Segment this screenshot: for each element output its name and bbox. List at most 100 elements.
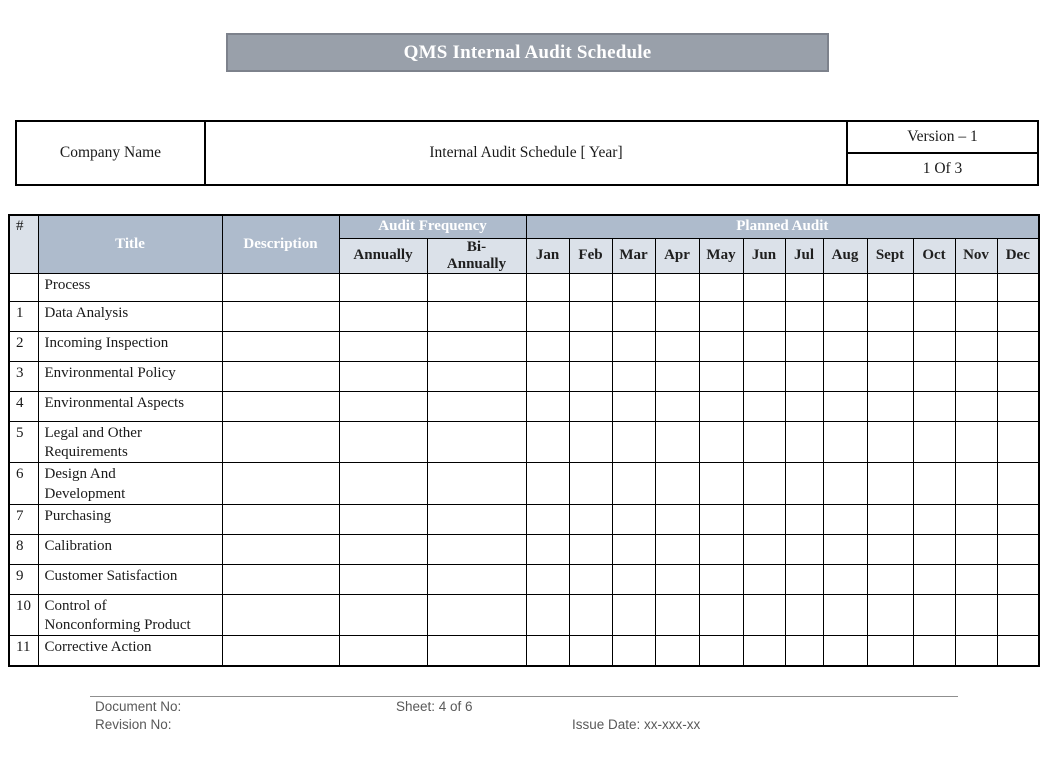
month-cell-jul[interactable] bbox=[784, 391, 824, 422]
month-cell-apr[interactable] bbox=[654, 273, 700, 302]
biannually-cell[interactable] bbox=[426, 301, 527, 332]
biannually-cell[interactable] bbox=[426, 635, 527, 667]
month-cell-sept[interactable] bbox=[866, 420, 914, 464]
month-cell-may[interactable] bbox=[698, 593, 744, 637]
month-cell-sept[interactable] bbox=[866, 273, 914, 302]
description-cell[interactable] bbox=[221, 391, 340, 422]
month-cell-jan[interactable] bbox=[525, 301, 570, 332]
month-cell-oct[interactable] bbox=[912, 331, 956, 362]
month-cell-jul[interactable] bbox=[784, 593, 824, 637]
month-cell-jul[interactable] bbox=[784, 503, 824, 535]
month-cell-aug[interactable] bbox=[822, 273, 868, 302]
month-cell-feb[interactable] bbox=[568, 331, 613, 362]
month-cell-apr[interactable] bbox=[654, 391, 700, 422]
month-cell-jun[interactable] bbox=[742, 593, 786, 637]
month-cell-aug[interactable] bbox=[822, 462, 868, 505]
annually-cell[interactable] bbox=[338, 331, 428, 362]
month-cell-nov[interactable] bbox=[954, 301, 998, 332]
month-cell-dec[interactable] bbox=[996, 391, 1040, 422]
month-cell-sept[interactable] bbox=[866, 593, 914, 637]
month-cell-aug[interactable] bbox=[822, 593, 868, 637]
month-cell-mar[interactable] bbox=[611, 593, 656, 637]
month-cell-jul[interactable] bbox=[784, 301, 824, 332]
annually-cell[interactable] bbox=[338, 420, 428, 464]
month-cell-jan[interactable] bbox=[525, 420, 570, 464]
month-cell-jun[interactable] bbox=[742, 533, 786, 565]
month-cell-sept[interactable] bbox=[866, 301, 914, 332]
month-cell-apr[interactable] bbox=[654, 533, 700, 565]
month-cell-apr[interactable] bbox=[654, 420, 700, 464]
month-cell-apr[interactable] bbox=[654, 331, 700, 362]
month-cell-aug[interactable] bbox=[822, 391, 868, 422]
month-cell-apr[interactable] bbox=[654, 462, 700, 505]
biannually-cell[interactable] bbox=[426, 420, 527, 464]
month-cell-jun[interactable] bbox=[742, 361, 786, 392]
annually-cell[interactable] bbox=[338, 462, 428, 505]
month-cell-mar[interactable] bbox=[611, 635, 656, 667]
month-cell-jan[interactable] bbox=[525, 331, 570, 362]
month-cell-jun[interactable] bbox=[742, 391, 786, 422]
month-cell-oct[interactable] bbox=[912, 420, 956, 464]
month-cell-aug[interactable] bbox=[822, 331, 868, 362]
month-cell-dec[interactable] bbox=[996, 420, 1040, 464]
month-cell-apr[interactable] bbox=[654, 563, 700, 595]
annually-cell[interactable] bbox=[338, 533, 428, 565]
month-cell-jan[interactable] bbox=[525, 273, 570, 302]
month-cell-aug[interactable] bbox=[822, 301, 868, 332]
month-cell-jun[interactable] bbox=[742, 462, 786, 505]
month-cell-mar[interactable] bbox=[611, 503, 656, 535]
annually-cell[interactable] bbox=[338, 503, 428, 535]
description-cell[interactable] bbox=[221, 462, 340, 505]
month-cell-feb[interactable] bbox=[568, 420, 613, 464]
month-cell-aug[interactable] bbox=[822, 533, 868, 565]
annually-cell[interactable] bbox=[338, 361, 428, 392]
description-cell[interactable] bbox=[221, 301, 340, 332]
month-cell-jul[interactable] bbox=[784, 563, 824, 595]
month-cell-jul[interactable] bbox=[784, 462, 824, 505]
month-cell-feb[interactable] bbox=[568, 593, 613, 637]
month-cell-may[interactable] bbox=[698, 391, 744, 422]
biannually-cell[interactable] bbox=[426, 331, 527, 362]
month-cell-nov[interactable] bbox=[954, 462, 998, 505]
month-cell-sept[interactable] bbox=[866, 391, 914, 422]
month-cell-jan[interactable] bbox=[525, 533, 570, 565]
month-cell-mar[interactable] bbox=[611, 331, 656, 362]
month-cell-nov[interactable] bbox=[954, 503, 998, 535]
biannually-cell[interactable] bbox=[426, 563, 527, 595]
description-cell[interactable] bbox=[221, 420, 340, 464]
annually-cell[interactable] bbox=[338, 301, 428, 332]
month-cell-oct[interactable] bbox=[912, 533, 956, 565]
month-cell-feb[interactable] bbox=[568, 391, 613, 422]
month-cell-mar[interactable] bbox=[611, 273, 656, 302]
month-cell-mar[interactable] bbox=[611, 533, 656, 565]
month-cell-oct[interactable] bbox=[912, 635, 956, 667]
description-cell[interactable] bbox=[221, 331, 340, 362]
month-cell-nov[interactable] bbox=[954, 331, 998, 362]
month-cell-dec[interactable] bbox=[996, 635, 1040, 667]
month-cell-sept[interactable] bbox=[866, 462, 914, 505]
description-cell[interactable] bbox=[221, 533, 340, 565]
month-cell-may[interactable] bbox=[698, 273, 744, 302]
month-cell-may[interactable] bbox=[698, 503, 744, 535]
month-cell-feb[interactable] bbox=[568, 462, 613, 505]
biannually-cell[interactable] bbox=[426, 391, 527, 422]
annually-cell[interactable] bbox=[338, 563, 428, 595]
month-cell-jun[interactable] bbox=[742, 635, 786, 667]
month-cell-mar[interactable] bbox=[611, 301, 656, 332]
annually-cell[interactable] bbox=[338, 391, 428, 422]
biannually-cell[interactable] bbox=[426, 533, 527, 565]
month-cell-dec[interactable] bbox=[996, 331, 1040, 362]
month-cell-feb[interactable] bbox=[568, 503, 613, 535]
month-cell-oct[interactable] bbox=[912, 462, 956, 505]
month-cell-apr[interactable] bbox=[654, 503, 700, 535]
month-cell-aug[interactable] bbox=[822, 635, 868, 667]
biannually-cell[interactable] bbox=[426, 593, 527, 637]
month-cell-nov[interactable] bbox=[954, 420, 998, 464]
month-cell-apr[interactable] bbox=[654, 301, 700, 332]
month-cell-dec[interactable] bbox=[996, 273, 1040, 302]
description-cell[interactable] bbox=[221, 593, 340, 637]
annually-cell[interactable] bbox=[338, 635, 428, 667]
month-cell-mar[interactable] bbox=[611, 563, 656, 595]
month-cell-nov[interactable] bbox=[954, 361, 998, 392]
description-cell[interactable] bbox=[221, 361, 340, 392]
